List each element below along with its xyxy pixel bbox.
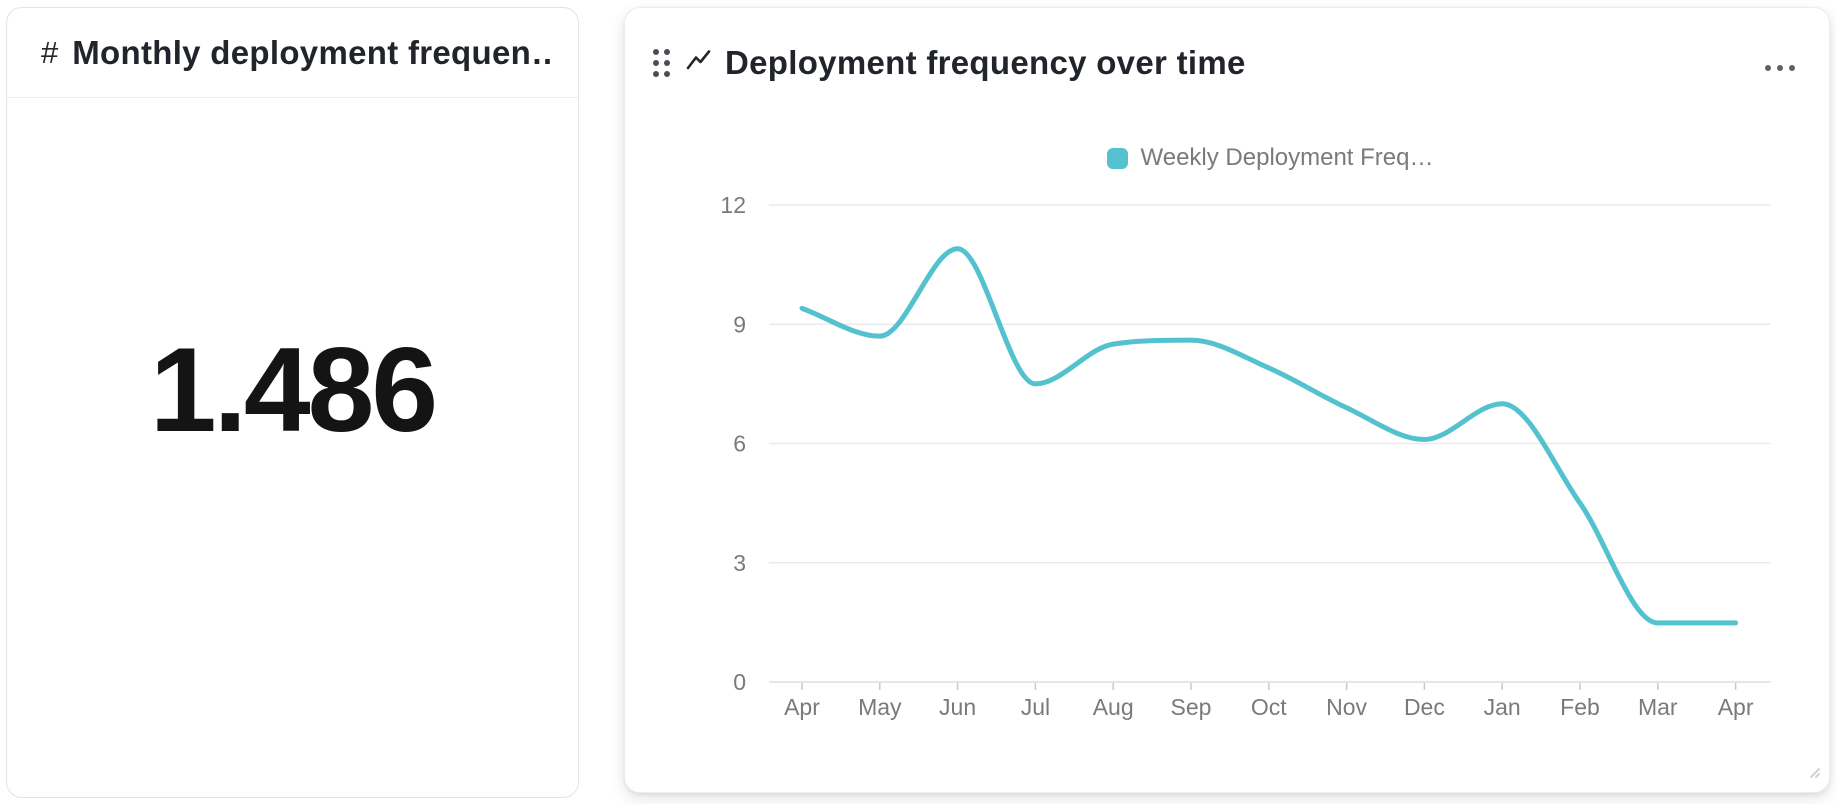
drag-handle-icon[interactable] (653, 49, 670, 77)
x-axis-label-12: Apr (1718, 694, 1754, 720)
legend-swatch (1106, 147, 1128, 169)
x-axis-label-2: Jun (939, 694, 976, 720)
x-axis-label-11: Mar (1638, 694, 1678, 720)
x-axis-label-7: Nov (1326, 694, 1367, 720)
resize-handle-icon[interactable] (1805, 763, 1821, 784)
x-axis-label-0: Apr (784, 694, 820, 720)
scalar-card-header: # Monthly deployment frequen… (7, 8, 578, 98)
chart-card-header: Deployment frequency over time (653, 44, 1246, 82)
scalar-card-body: 1.486 (7, 98, 578, 797)
chart-svg[interactable]: 0 3 6 9 12 Apr May Jun Jul Aug Sep Oct Nov Dec Jan Feb M… (625, 8, 1831, 794)
y-axis-label-6: 6 (733, 431, 746, 457)
chart-card-title: Deployment frequency over time (725, 44, 1246, 81)
x-axis-label-3: Jul (1021, 694, 1050, 720)
x-axis-label-5: Sep (1171, 694, 1212, 720)
scalar-card-title: Monthly deployment frequen… (72, 33, 552, 71)
number-icon: # (41, 34, 59, 70)
series-line[interactable] (799, 246, 1739, 626)
line-chart-card: 0 3 6 9 12 Apr May Jun Jul Aug Sep Oct Nov Dec Jan Feb M… (624, 7, 1830, 793)
legend-label: Weekly Deployment Freq… (1140, 144, 1434, 171)
scalar-value: 1.486 (149, 322, 438, 457)
chart-legend[interactable]: Weekly Deployment Freq… (769, 144, 1771, 172)
x-axis-label-6: Oct (1251, 694, 1287, 720)
scalar-card: # Monthly deployment frequen… 1.486 (6, 7, 579, 798)
more-options-icon[interactable] (1765, 65, 1795, 71)
y-axis-label-3: 3 (733, 550, 746, 576)
x-axis-label-10: Feb (1560, 694, 1600, 720)
y-axis-label-0: 0 (733, 669, 746, 695)
x-axis-label-9: Jan (1484, 694, 1521, 720)
x-axis-label-8: Dec (1404, 694, 1445, 720)
x-axis-label-4: Aug (1093, 694, 1134, 720)
y-axis-label-12: 12 (720, 192, 746, 218)
line-chart-icon (685, 47, 712, 79)
y-axis-label-9: 9 (733, 311, 746, 337)
x-axis-label-1: May (858, 694, 902, 720)
